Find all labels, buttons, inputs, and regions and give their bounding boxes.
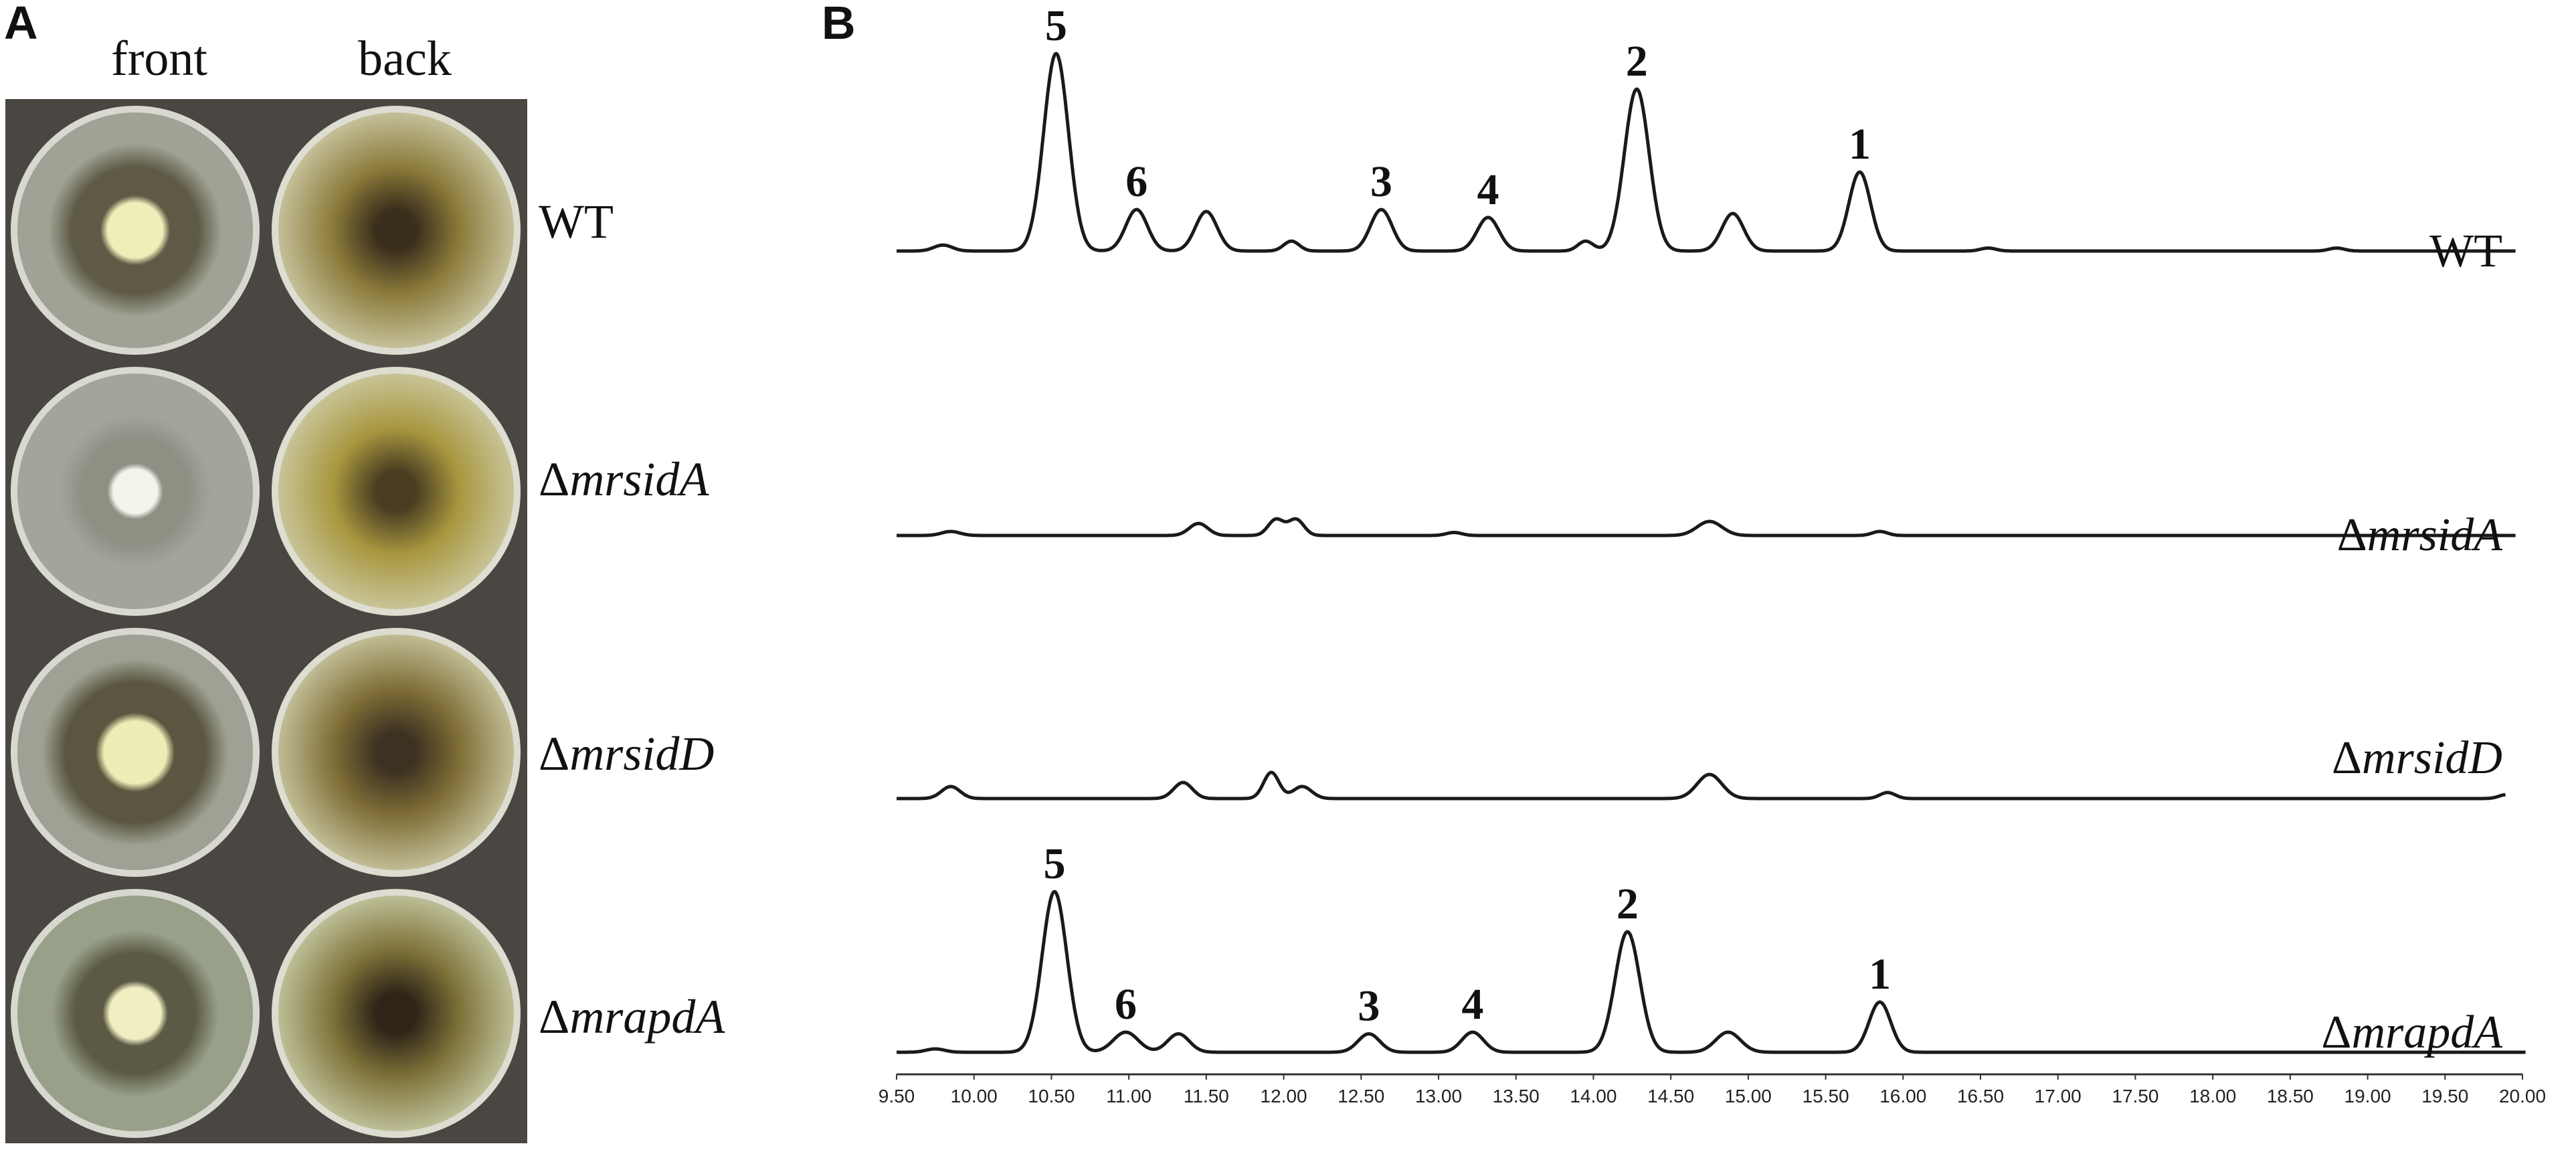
strain-label-mrapda: ΔmrapdA [539,989,725,1045]
x-tick-label: 12.50 [1338,1086,1384,1106]
x-tick-label: 11.00 [1106,1086,1152,1106]
strain-label-mrsidd: ΔmrsidD [539,726,714,782]
x-tick-label: 17.50 [2112,1086,2158,1106]
x-tick-label: 11.50 [1184,1086,1229,1106]
chromatogram-line [895,517,2516,538]
chromatogram-line [895,770,2506,801]
plate-row-mrapda [5,882,527,1143]
x-tick-label: 16.50 [1957,1086,2004,1106]
x-tick-label: 10.50 [1028,1086,1075,1106]
x-tick-label: 12.00 [1261,1086,1307,1106]
column-header-back: back [358,31,452,86]
plate-front-image [11,889,260,1138]
trace-label-mrsidd: ΔmrsidD [2332,732,2502,784]
trace-label-name: WT [2429,226,2502,277]
x-tick-label: 20.00 [2499,1086,2546,1106]
trace-label-wt: WT [2429,226,2502,277]
trace-label-name: mrapdA [2351,1007,2502,1058]
strain-name: WT [539,195,614,248]
plate-front-image [11,367,260,616]
strain-delta: Δ [539,990,570,1044]
plate-row-mrsida [5,360,527,621]
peak-label-6: 6 [1125,157,1147,206]
x-tick-label: 10.00 [951,1086,998,1106]
strain-delta: Δ [539,727,570,780]
plate-back-image [272,106,521,355]
chromatogram-line [895,890,2526,1054]
x-tick-label: 18.00 [2189,1086,2236,1106]
strain-label-mrsida: ΔmrsidA [539,452,709,507]
plate-row-mrsidd [5,621,527,882]
plate-front-image [11,106,260,355]
trace-label-mrapda: ΔmrapdA [2321,1007,2502,1058]
peak-label-2: 2 [1617,880,1639,928]
x-tick-label: 13.50 [1493,1086,1540,1106]
plate-row-wt [5,99,527,360]
x-tick-label: 15.50 [1803,1086,1849,1106]
peak-label-5: 5 [1045,1,1067,50]
plate-back-image [272,367,521,616]
trace-label-delta: Δ [2321,1007,2351,1058]
peak-label-1: 1 [1849,120,1871,169]
trace-label-name: mrsidD [2362,732,2502,784]
trace-mrsida: ΔmrsidA [895,509,2516,561]
column-header-front: front [111,31,207,86]
peak-label-3: 3 [1358,982,1380,1031]
strain-name: mrsidD [569,727,715,780]
peak-label-3: 3 [1370,157,1392,206]
strain-label-wt: WT [539,194,614,250]
x-tick-label: 14.50 [1647,1086,1694,1106]
x-tick-label: 19.00 [2344,1086,2391,1106]
trace-mrsidd: ΔmrsidD [895,732,2506,801]
x-tick-label: 16.00 [1879,1086,1926,1106]
plate-photo-grid [5,99,527,1143]
x-tick-label: 18.50 [2267,1086,2314,1106]
peak-label-5: 5 [1044,839,1066,888]
trace-mrapda: 5 6 3 4 2 1 ΔmrapdA [895,839,2526,1058]
panel-b-letter: B [822,0,856,49]
trace-label-delta: Δ [2332,732,2362,784]
x-tick-label: 17.00 [2035,1086,2082,1106]
trace-label-delta: Δ [2337,509,2367,561]
panel-a-letter: A [4,0,38,49]
strain-delta: Δ [539,452,570,506]
plate-front-image [11,628,260,877]
peak-label-2: 2 [1626,37,1648,86]
peak-label-1: 1 [1869,950,1891,999]
peak-label-6: 6 [1115,980,1137,1029]
plate-back-image [272,628,521,877]
x-tick-label: 15.00 [1725,1086,1772,1106]
x-tick-label: 9.50 [879,1086,915,1106]
plate-back-image [272,889,521,1138]
chromatogram-line [895,52,2516,253]
peak-label-4: 4 [1461,980,1483,1029]
strain-name: mrsidA [569,452,709,506]
x-tick-label: 14.00 [1570,1086,1617,1106]
trace-wt: 5 6 3 4 2 1 WT [895,1,2516,277]
trace-label-mrsida: ΔmrsidA [2337,509,2502,561]
x-tick-label: 19.50 [2421,1086,2468,1106]
x-tick-label: 13.00 [1415,1086,1462,1106]
trace-label-name: mrsidA [2367,509,2502,561]
peak-label-4: 4 [1477,165,1499,214]
strain-name: mrapdA [569,990,725,1044]
